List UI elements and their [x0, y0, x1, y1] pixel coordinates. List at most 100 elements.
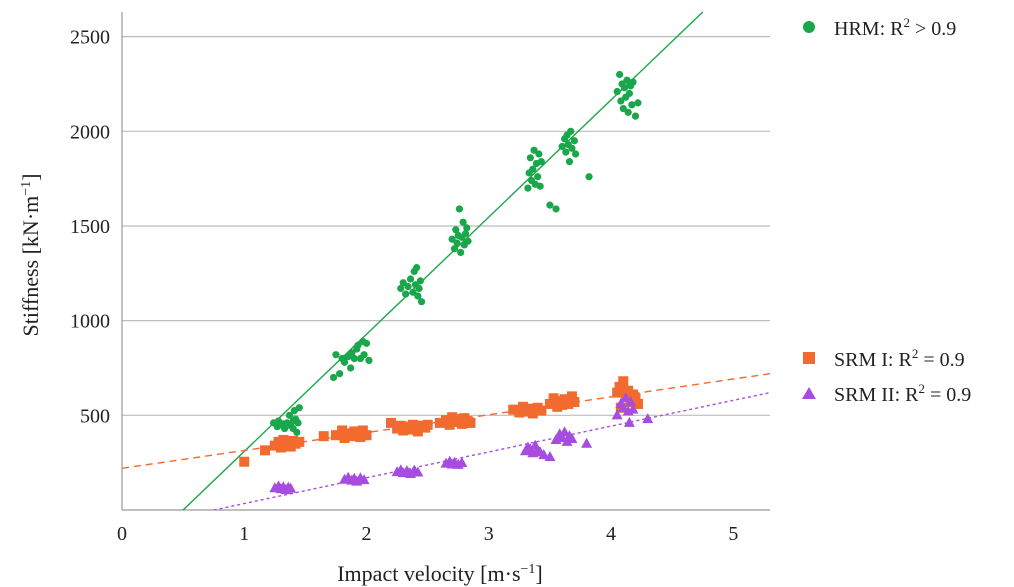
point-hrm: [617, 97, 625, 105]
point-hrm: [629, 78, 637, 86]
point-hrm: [340, 358, 349, 366]
y-tick-label: 500: [80, 405, 110, 427]
point-hrm: [558, 142, 566, 151]
point-hrm: [281, 424, 289, 433]
point-srm-ii: [642, 413, 654, 424]
point-hrm: [464, 237, 472, 245]
point-srm-ii: [617, 401, 629, 412]
point-srm-i: [385, 417, 396, 428]
point-srm-i: [294, 436, 305, 447]
point-hrm: [568, 144, 576, 152]
point-hrm: [565, 157, 574, 166]
point-srm-i: [563, 398, 574, 409]
point-hrm: [572, 150, 580, 158]
point-srm-ii: [559, 426, 571, 437]
point-hrm: [409, 288, 417, 296]
point-hrm: [613, 87, 621, 96]
point-srm-ii: [627, 403, 639, 414]
point-hrm: [461, 229, 470, 238]
point-hrm: [537, 157, 545, 166]
point-srm-i: [508, 404, 519, 415]
x-tick-label: 0: [117, 523, 127, 545]
y-tick-label: 1000: [70, 311, 110, 333]
point-srm-i: [330, 430, 341, 441]
point-srm-i: [260, 445, 271, 456]
legend-label-srm-i: SRM I: R2 = 0.9: [834, 346, 965, 371]
point-hrm: [526, 154, 534, 162]
point-srm-ii: [285, 482, 297, 493]
point-srm-i: [618, 376, 629, 387]
point-srm-i: [566, 391, 577, 402]
y-tick-label: 2000: [70, 121, 110, 143]
point-srm-i: [569, 397, 580, 408]
point-hrm: [329, 373, 338, 382]
point-hrm: [463, 224, 471, 232]
point-srm-i: [514, 407, 525, 418]
point-srm-i: [548, 393, 559, 404]
point-srm-i: [557, 399, 568, 410]
point-hrm: [348, 349, 356, 357]
tick-labels: 500 1000 1500 2000 2500 0 1 2 3 4 5: [70, 27, 738, 545]
point-hrm: [524, 184, 532, 192]
point-hrm: [347, 364, 355, 372]
point-hrm: [397, 284, 405, 293]
point-hrm: [562, 148, 570, 156]
point-hrm: [625, 89, 633, 98]
point-hrm: [620, 84, 629, 92]
point-hrm: [404, 282, 412, 291]
point-hrm: [402, 290, 410, 298]
point-srm-ii: [412, 466, 424, 477]
legend-item-srm-ii: SRM II: R2 = 0.9: [802, 381, 971, 406]
x-tick-label: 5: [728, 523, 738, 545]
point-srm-i: [239, 456, 250, 467]
point-hrm: [448, 235, 456, 243]
point-srm-ii: [538, 449, 550, 460]
axes: [121, 12, 770, 511]
point-srm-ii: [620, 392, 632, 403]
point-srm-i: [412, 426, 423, 437]
point-hrm: [530, 146, 538, 154]
point-hrm: [362, 339, 371, 347]
point-hrm: [350, 354, 358, 363]
point-srm-i: [630, 393, 641, 404]
legend: HRM: R2 > 0.9 SRM I: R2 = 0.9 SRM II: R2…: [802, 15, 971, 406]
point-srm-ii: [566, 432, 578, 443]
legend-label-srm-ii: SRM II: R2 = 0.9: [834, 381, 971, 406]
point-srm-i: [612, 387, 623, 398]
point-srm-i: [337, 425, 348, 436]
point-hrm: [619, 104, 627, 113]
point-hrm: [365, 356, 373, 365]
legend-item-hrm: HRM: R2 > 0.9: [803, 15, 956, 40]
trendline-hrm: [182, 11, 704, 510]
legend-label-hrm: HRM: R2 > 0.9: [834, 15, 956, 40]
point-hrm: [294, 419, 302, 427]
point-hrm: [616, 70, 624, 79]
trendlines: [122, 11, 770, 510]
point-srm-ii: [358, 474, 370, 485]
point-hrm: [360, 351, 368, 359]
point-hrm: [567, 127, 575, 135]
point-srm-ii: [611, 409, 623, 420]
legend-marker-srm-i: [803, 352, 815, 364]
point-srm-i: [614, 381, 625, 392]
y-axis-label: Stiffness [kN·m−1]: [18, 174, 43, 337]
point-hrm: [453, 239, 461, 247]
point-srm-i: [465, 417, 476, 428]
legend-item-srm-i: SRM I: R2 = 0.9: [803, 346, 965, 371]
point-hrm: [552, 205, 560, 213]
x-tick-label: 3: [484, 523, 494, 545]
point-hrm: [285, 411, 294, 419]
point-hrm: [546, 201, 554, 209]
point-hrm: [623, 76, 631, 84]
point-hrm: [336, 370, 344, 378]
point-hrm: [414, 292, 422, 300]
point-hrm: [406, 275, 415, 283]
point-hrm: [452, 226, 460, 234]
point-hrm: [293, 428, 301, 436]
y-tick-label: 2500: [70, 27, 110, 49]
point-hrm: [529, 165, 537, 173]
point-hrm: [415, 284, 423, 293]
point-srm-i: [544, 398, 555, 409]
point-hrm: [459, 218, 467, 226]
